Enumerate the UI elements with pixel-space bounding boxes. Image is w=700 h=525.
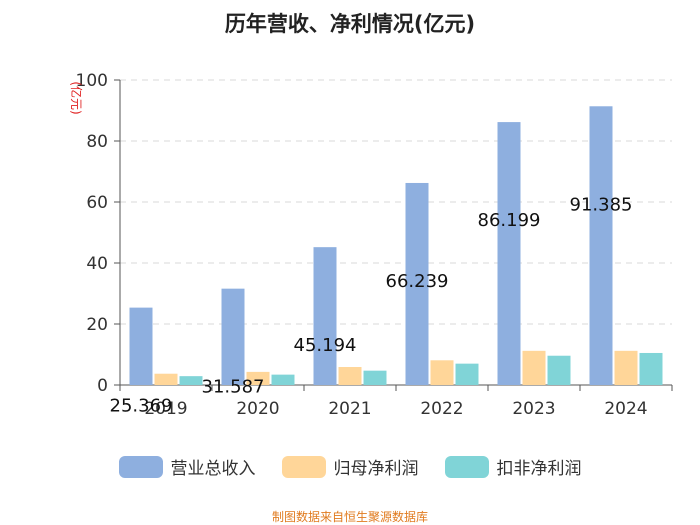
y-tick-label: 80 [86, 132, 108, 152]
bar-3-2024 [639, 352, 663, 385]
bar-1-2020 [221, 288, 245, 385]
x-tick-label: 2020 [236, 399, 279, 419]
data-label: 31.587 [202, 377, 265, 398]
bar-2-2024 [614, 350, 638, 385]
x-tick-label: 2022 [420, 399, 463, 419]
x-tick-label: 2024 [604, 399, 647, 419]
legend-item-2[interactable]: 归母净利润 [281, 454, 419, 479]
bar-2-2021 [338, 367, 362, 385]
data-label: 86.199 [478, 210, 541, 231]
bar-2-2022 [430, 360, 454, 385]
bar-2-2023 [522, 350, 546, 385]
data-label: 66.239 [386, 271, 449, 292]
legend-label: 营业总收入 [170, 459, 256, 479]
bar-1-2024 [589, 106, 613, 385]
y-axis-label: (亿元) [69, 81, 84, 114]
x-tick-label: 2021 [328, 399, 371, 419]
bar-3-2022 [455, 363, 479, 385]
bar-1-2021 [313, 247, 337, 385]
legend-label: 归母净利润 [333, 459, 419, 479]
legend-swatch [118, 455, 163, 478]
legend: 营业总收入 归母净利润 扣非净利润 [0, 454, 700, 479]
bar-3-2023 [547, 355, 571, 385]
chart-title: 历年营收、净利情况(亿元) [224, 12, 476, 36]
y-tick-label: 20 [86, 315, 108, 335]
bar-3-2019 [179, 376, 203, 385]
x-tick-label: 2019 [144, 399, 187, 419]
source-footer: 制图数据来自恒生聚源数据库 [271, 510, 428, 524]
y-tick-label: 40 [86, 254, 108, 274]
legend-label: 扣非净利润 [496, 459, 582, 479]
legend-item-1[interactable]: 营业总收入 [118, 454, 256, 479]
bar-1-2023 [497, 122, 521, 385]
legend-item-3[interactable]: 扣非净利润 [444, 454, 582, 479]
data-label: 91.385 [570, 194, 633, 215]
legend-swatch [444, 455, 489, 478]
x-tick-label: 2023 [512, 399, 555, 419]
y-tick-label: 0 [97, 376, 108, 396]
bar-1-2019 [129, 307, 153, 385]
data-label: 45.194 [294, 335, 357, 356]
bar-2-2020 [246, 371, 270, 385]
bar-1-2022 [405, 182, 429, 385]
y-tick-label: 100 [76, 71, 108, 91]
legend-swatch [281, 455, 326, 478]
y-tick-label: 60 [86, 193, 108, 213]
bar-3-2021 [363, 370, 387, 385]
bar-3-2020 [271, 374, 295, 385]
bar-2-2019 [154, 373, 178, 385]
data-label: 25.369 [110, 396, 173, 417]
